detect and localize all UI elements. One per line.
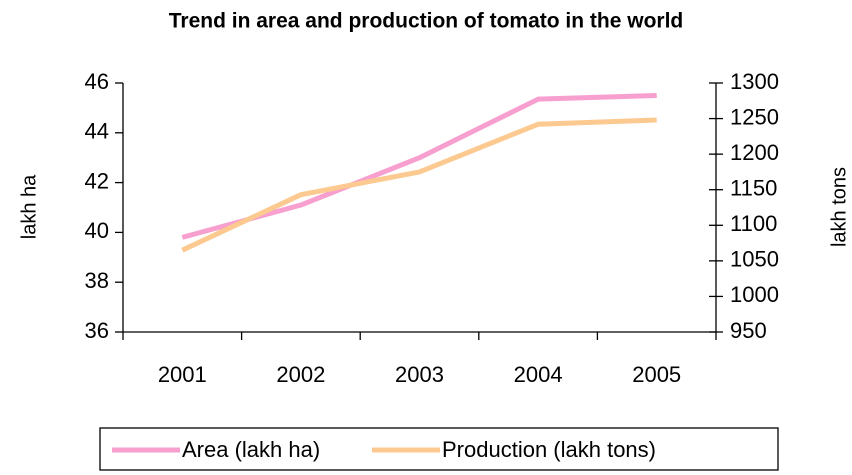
legend-label: Area (lakh ha) (182, 437, 320, 462)
y2-tick-label: 1200 (730, 140, 779, 165)
y2-tick-label: 1050 (730, 247, 779, 272)
series-line (181, 117, 657, 253)
y-tick-label: 40 (85, 218, 109, 243)
legend-label: Production (lakh tons) (442, 437, 656, 462)
y2-axis-label: lakh tons (828, 167, 850, 247)
y2-tick-label: 1100 (730, 211, 777, 236)
x-tick-label: 2005 (632, 362, 681, 387)
y-tick-label: 38 (85, 268, 109, 293)
chart-title: Trend in area and production of tomato i… (169, 10, 684, 33)
y2-tick-label: 1300 (730, 69, 779, 94)
y2-tick-label: 1250 (730, 104, 779, 129)
x-tick-label: 2003 (395, 362, 444, 387)
x-tick-label: 2001 (158, 362, 207, 387)
y-tick-label: 36 (85, 318, 109, 343)
y-axis-label: lakh ha (18, 174, 40, 239)
y-tick-label: 42 (85, 168, 109, 193)
y2-tick-label: 950 (730, 318, 767, 343)
x-tick-label: 2004 (514, 362, 563, 387)
y2-tick-label: 1000 (730, 282, 779, 307)
y2-tick-label: 1150 (730, 176, 777, 201)
y-tick-label: 44 (85, 119, 109, 144)
y-tick-label: 46 (85, 69, 109, 94)
x-tick-label: 2002 (276, 362, 325, 387)
